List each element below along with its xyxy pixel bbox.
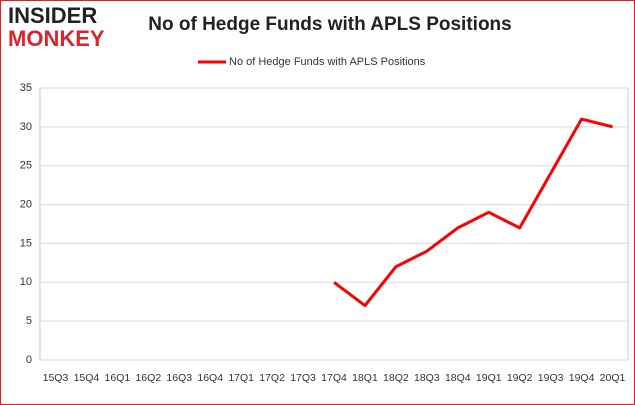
x-tick-label: 16Q4 bbox=[197, 372, 223, 384]
y-tick-label: 0 bbox=[26, 354, 32, 366]
x-tick-label: 16Q3 bbox=[166, 372, 192, 384]
data-line bbox=[333, 117, 613, 308]
y-tick-label: 30 bbox=[20, 121, 32, 133]
y-tick-label: 5 bbox=[26, 315, 32, 327]
y-tick-label: 15 bbox=[20, 237, 32, 249]
x-tick-label: 15Q3 bbox=[43, 372, 69, 384]
x-tick-label: 18Q1 bbox=[352, 372, 378, 384]
x-tick-label: 18Q2 bbox=[383, 372, 409, 384]
x-tick-label: 19Q1 bbox=[476, 372, 502, 384]
x-tick-label: 16Q2 bbox=[135, 372, 161, 384]
y-tick-label: 35 bbox=[20, 82, 32, 94]
x-tick-label: 17Q1 bbox=[228, 372, 254, 384]
y-tick-label: 25 bbox=[20, 160, 32, 172]
x-tick-label: 20Q1 bbox=[600, 372, 626, 384]
x-tick-label: 15Q4 bbox=[74, 372, 100, 384]
x-tick-label: 19Q2 bbox=[507, 372, 533, 384]
logo-line2: MONKEY bbox=[8, 26, 105, 51]
legend-label: No of Hedge Funds with APLS Positions bbox=[229, 56, 426, 68]
x-tick-label: 18Q3 bbox=[414, 372, 440, 384]
y-tick-label: 20 bbox=[20, 198, 32, 210]
y-tick-label: 10 bbox=[20, 276, 32, 288]
chart-title: No of Hedge Funds with APLS Positions bbox=[148, 14, 511, 35]
logo-line1: INSIDER bbox=[8, 3, 97, 28]
x-tick-label: 18Q4 bbox=[445, 372, 471, 384]
x-tick-label: 19Q4 bbox=[569, 372, 595, 384]
x-tick-label: 17Q3 bbox=[290, 372, 316, 384]
x-tick-label: 17Q2 bbox=[259, 372, 285, 384]
x-tick-label: 19Q3 bbox=[538, 372, 564, 384]
x-tick-label: 17Q4 bbox=[321, 372, 347, 384]
x-tick-label: 16Q1 bbox=[105, 372, 131, 384]
